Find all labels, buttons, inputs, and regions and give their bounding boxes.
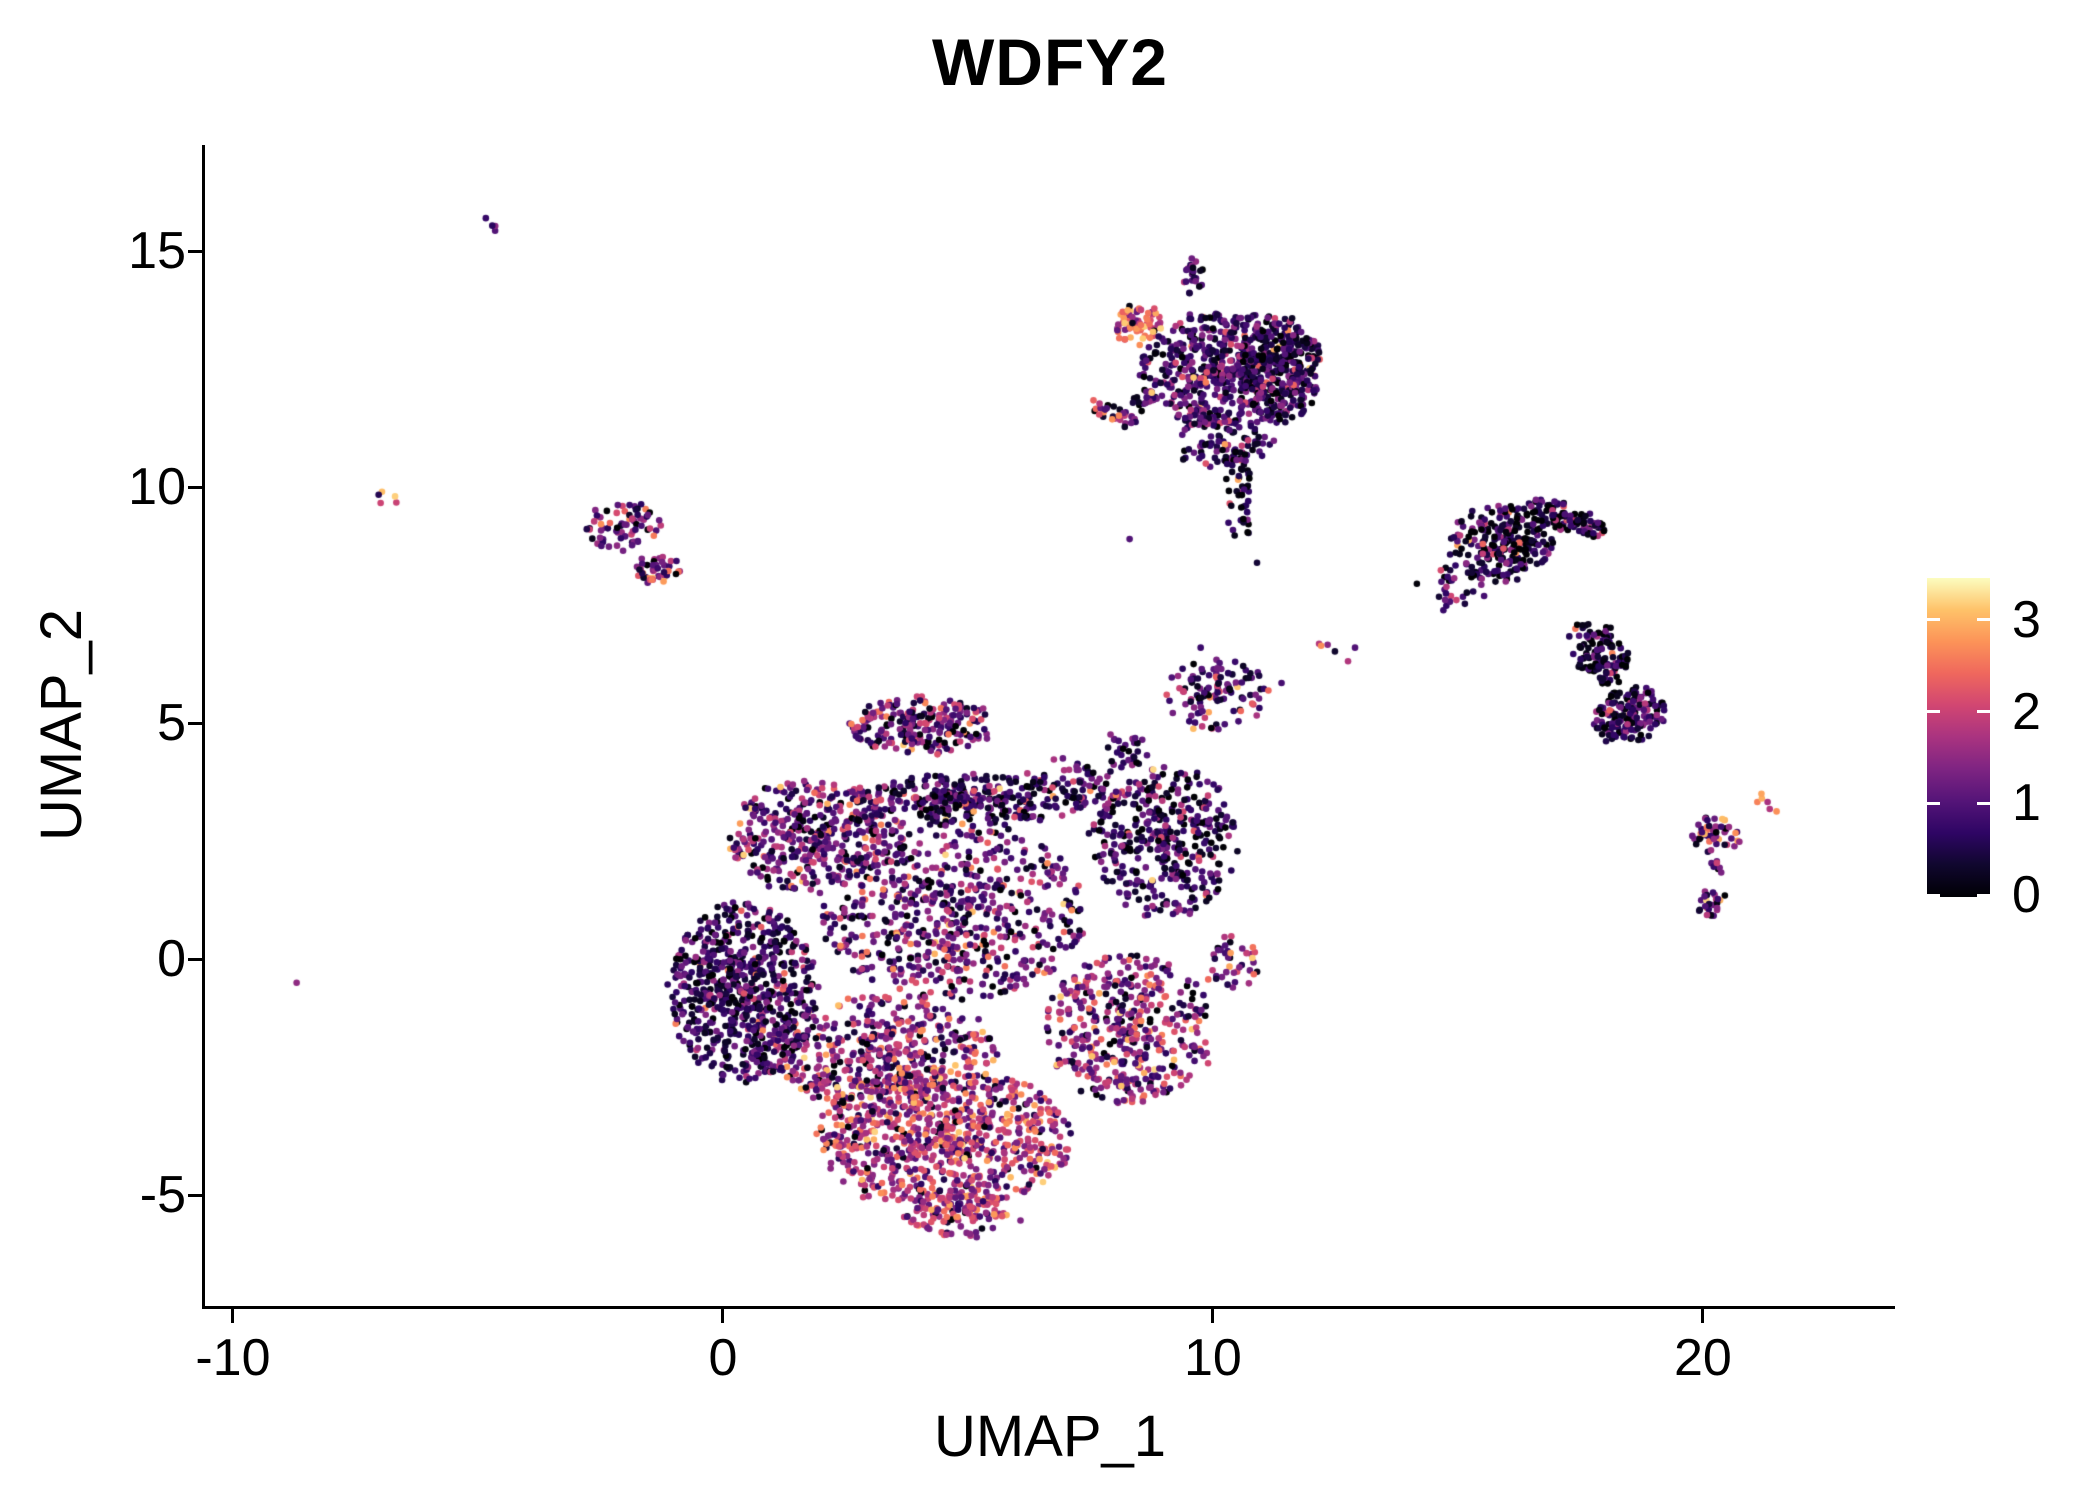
y-tick-mark [188,485,202,489]
x-tick-label: 10 [1184,1329,1242,1387]
y-tick-label: -5 [139,1166,186,1225]
y-tick-label: 15 [128,222,186,281]
x-axis-line [202,1306,1895,1309]
colorbar-tick-dash [1977,710,1990,714]
x-tick-mark [231,1309,235,1323]
colorbar-tick-label: 3 [2012,590,2041,649]
colorbar-tick-label: 1 [2012,774,2041,833]
colorbar-tick-label: 0 [2012,866,2041,924]
x-axis-title: UMAP_1 [933,1404,1167,1469]
y-tick-label: 10 [128,458,186,517]
y-tick-label: 5 [157,694,186,753]
y-tick-mark [188,1193,202,1197]
y-tick-label: 0 [157,930,186,989]
colorbar-tick-label: 2 [2012,682,2041,741]
colorbar-tick-dash [1927,618,1940,622]
x-tick-label: 20 [1673,1329,1732,1387]
colorbar-tick-dash [1927,893,1940,897]
x-tick-mark [721,1309,725,1323]
y-tick-mark [188,721,202,725]
y-axis-title: UMAP_2 [29,608,94,842]
colorbar-gradient [1927,578,1990,897]
chart-title: WDFY2 [932,25,1168,99]
colorbar-tick-dash [1977,893,1990,897]
x-tick-mark [1211,1309,1215,1323]
y-axis-line [202,145,205,1309]
x-tick-label: 0 [708,1329,738,1387]
y-tick-mark [188,957,202,961]
colorbar-tick-dash [1977,618,1990,622]
colorbar-tick-dash [1927,710,1940,714]
y-tick-mark [188,249,202,253]
x-tick-mark [1701,1309,1705,1323]
colorbar-tick-dash [1927,801,1940,805]
colorbar-tick-dash [1977,801,1990,805]
x-tick-label: -10 [195,1329,271,1387]
